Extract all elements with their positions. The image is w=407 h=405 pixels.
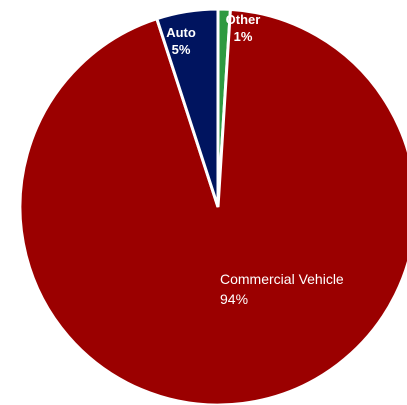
slice-name: Other <box>226 12 261 27</box>
slice-label-auto: Auto 5% <box>166 25 196 57</box>
pie-slice-auto <box>154 7 220 208</box>
slice-label-commercial-vehicle: Commercial Vehicle 94% <box>220 271 344 307</box>
slice-value-label: 94% <box>220 291 248 307</box>
slice-value-label: 5% <box>172 42 191 57</box>
pie-slice-commercial-vehicle <box>18 7 407 405</box>
slice-value-label: 1% <box>234 29 253 44</box>
slices-layer <box>18 7 407 405</box>
slice-label-other: Other 1% <box>226 12 261 44</box>
slice-name: Commercial Vehicle <box>220 271 344 287</box>
slice-name: Auto <box>166 25 196 40</box>
labels-layer: Other 1% Commercial Vehicle 94% Auto 5% <box>166 12 344 307</box>
